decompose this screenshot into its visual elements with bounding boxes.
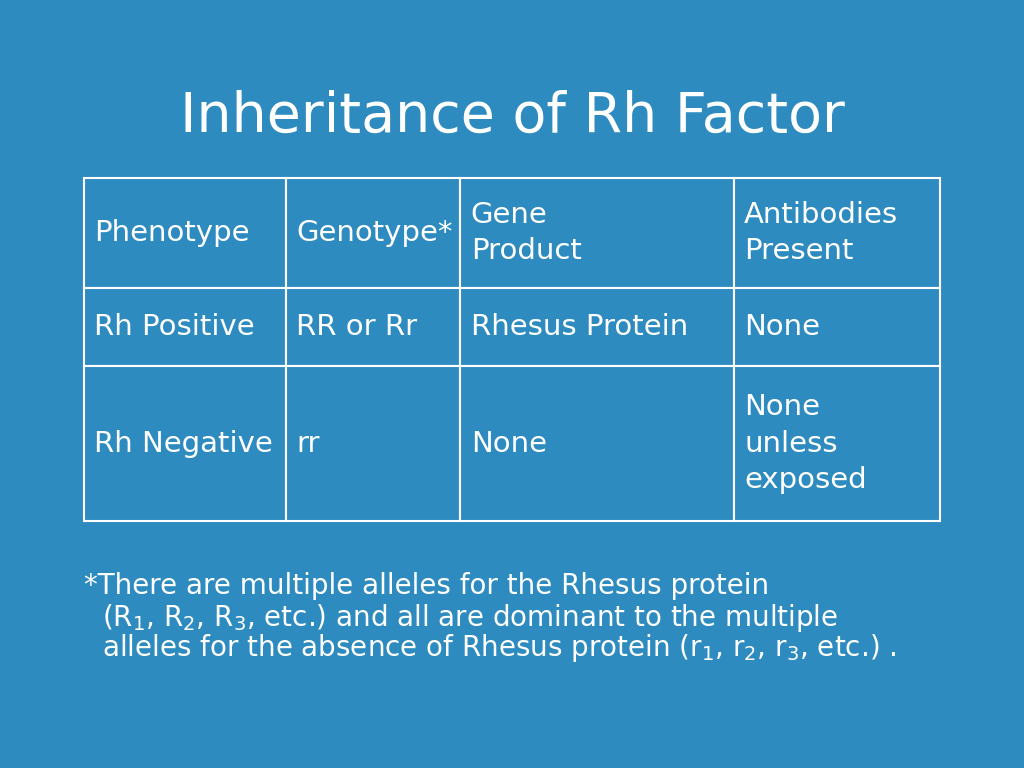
Text: Gene
Product: Gene Product	[471, 200, 582, 266]
Bar	[286, 366, 461, 521]
Bar	[734, 366, 940, 521]
Bar	[734, 288, 940, 366]
Bar	[286, 288, 461, 366]
Text: Rhesus Protein: Rhesus Protein	[471, 313, 688, 341]
Text: Inheritance of Rh Factor: Inheritance of Rh Factor	[179, 90, 845, 144]
Text: alleles for the absence of Rhesus protein (r$_1$, r$_2$, r$_3$, etc.) .: alleles for the absence of Rhesus protei…	[102, 632, 897, 664]
Bar	[84, 178, 286, 288]
Text: Rh Positive: Rh Positive	[94, 313, 255, 341]
Bar	[461, 178, 734, 288]
Text: (R$_1$, R$_2$, R$_3$, etc.) and all are dominant to the multiple: (R$_1$, R$_2$, R$_3$, etc.) and all are …	[102, 602, 839, 634]
Text: None: None	[744, 313, 820, 341]
Text: Phenotype: Phenotype	[94, 219, 250, 247]
Bar	[461, 288, 734, 366]
Text: Antibodies
Present: Antibodies Present	[744, 200, 898, 266]
Text: rr: rr	[296, 429, 319, 458]
Text: None
unless
exposed: None unless exposed	[744, 392, 866, 495]
Text: *There are multiple alleles for the Rhesus protein: *There are multiple alleles for the Rhes…	[84, 572, 769, 600]
Bar	[461, 366, 734, 521]
Bar	[84, 366, 286, 521]
Bar	[734, 178, 940, 288]
Text: RR or Rr: RR or Rr	[296, 313, 417, 341]
Text: None: None	[471, 429, 547, 458]
Bar	[84, 288, 286, 366]
Text: Rh Negative: Rh Negative	[94, 429, 273, 458]
Text: Genotype*: Genotype*	[296, 219, 453, 247]
Bar	[286, 178, 461, 288]
